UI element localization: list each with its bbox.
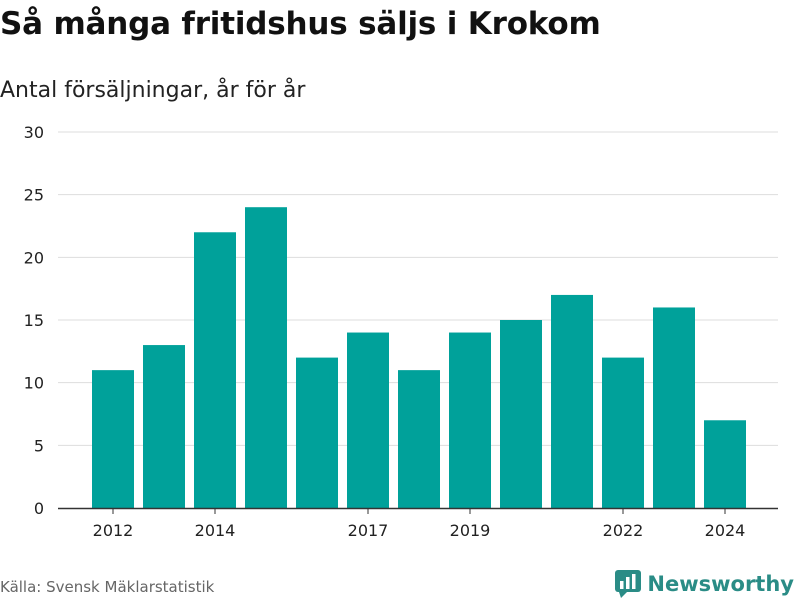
bar-2018 — [398, 370, 440, 508]
x-tick-label: 2024 — [705, 521, 746, 540]
brand-name: Newsworthy — [647, 572, 794, 596]
chart-subtitle: Antal försäljningar, år för år — [0, 78, 306, 103]
y-tick-label: 25 — [24, 186, 44, 205]
y-tick-label: 0 — [34, 499, 44, 518]
bar-2021 — [551, 294, 593, 508]
bar-2020 — [500, 320, 542, 508]
y-tick-label: 10 — [24, 374, 44, 393]
bar-2019 — [449, 332, 491, 508]
chart-title: Så många fritidshus säljs i Krokom — [0, 6, 601, 42]
bar-chart-logo-icon — [615, 570, 642, 598]
x-tick-label: 2017 — [348, 521, 389, 540]
y-tick-label: 5 — [34, 436, 44, 455]
x-tick-label: 2014 — [195, 521, 236, 540]
bar-2017 — [347, 332, 389, 508]
bar-2016 — [296, 357, 338, 508]
bar-2024 — [704, 420, 746, 508]
bar-2013 — [143, 345, 185, 508]
y-tick-label: 30 — [24, 123, 44, 142]
x-tick-label: 2012 — [93, 521, 134, 540]
bar-2022 — [602, 357, 644, 508]
bar-2014 — [194, 232, 236, 508]
bar-2023 — [653, 307, 695, 508]
bar-2012 — [92, 370, 134, 508]
y-tick-label: 20 — [24, 248, 44, 267]
bar-2015 — [245, 207, 287, 508]
source-note: Källa: Svensk Mäklarstatistik — [0, 578, 215, 596]
x-tick-label: 2022 — [603, 521, 644, 540]
x-tick-label: 2019 — [450, 521, 491, 540]
brand-logo: Newsworthy — [615, 570, 794, 598]
y-tick-label: 15 — [24, 311, 44, 330]
